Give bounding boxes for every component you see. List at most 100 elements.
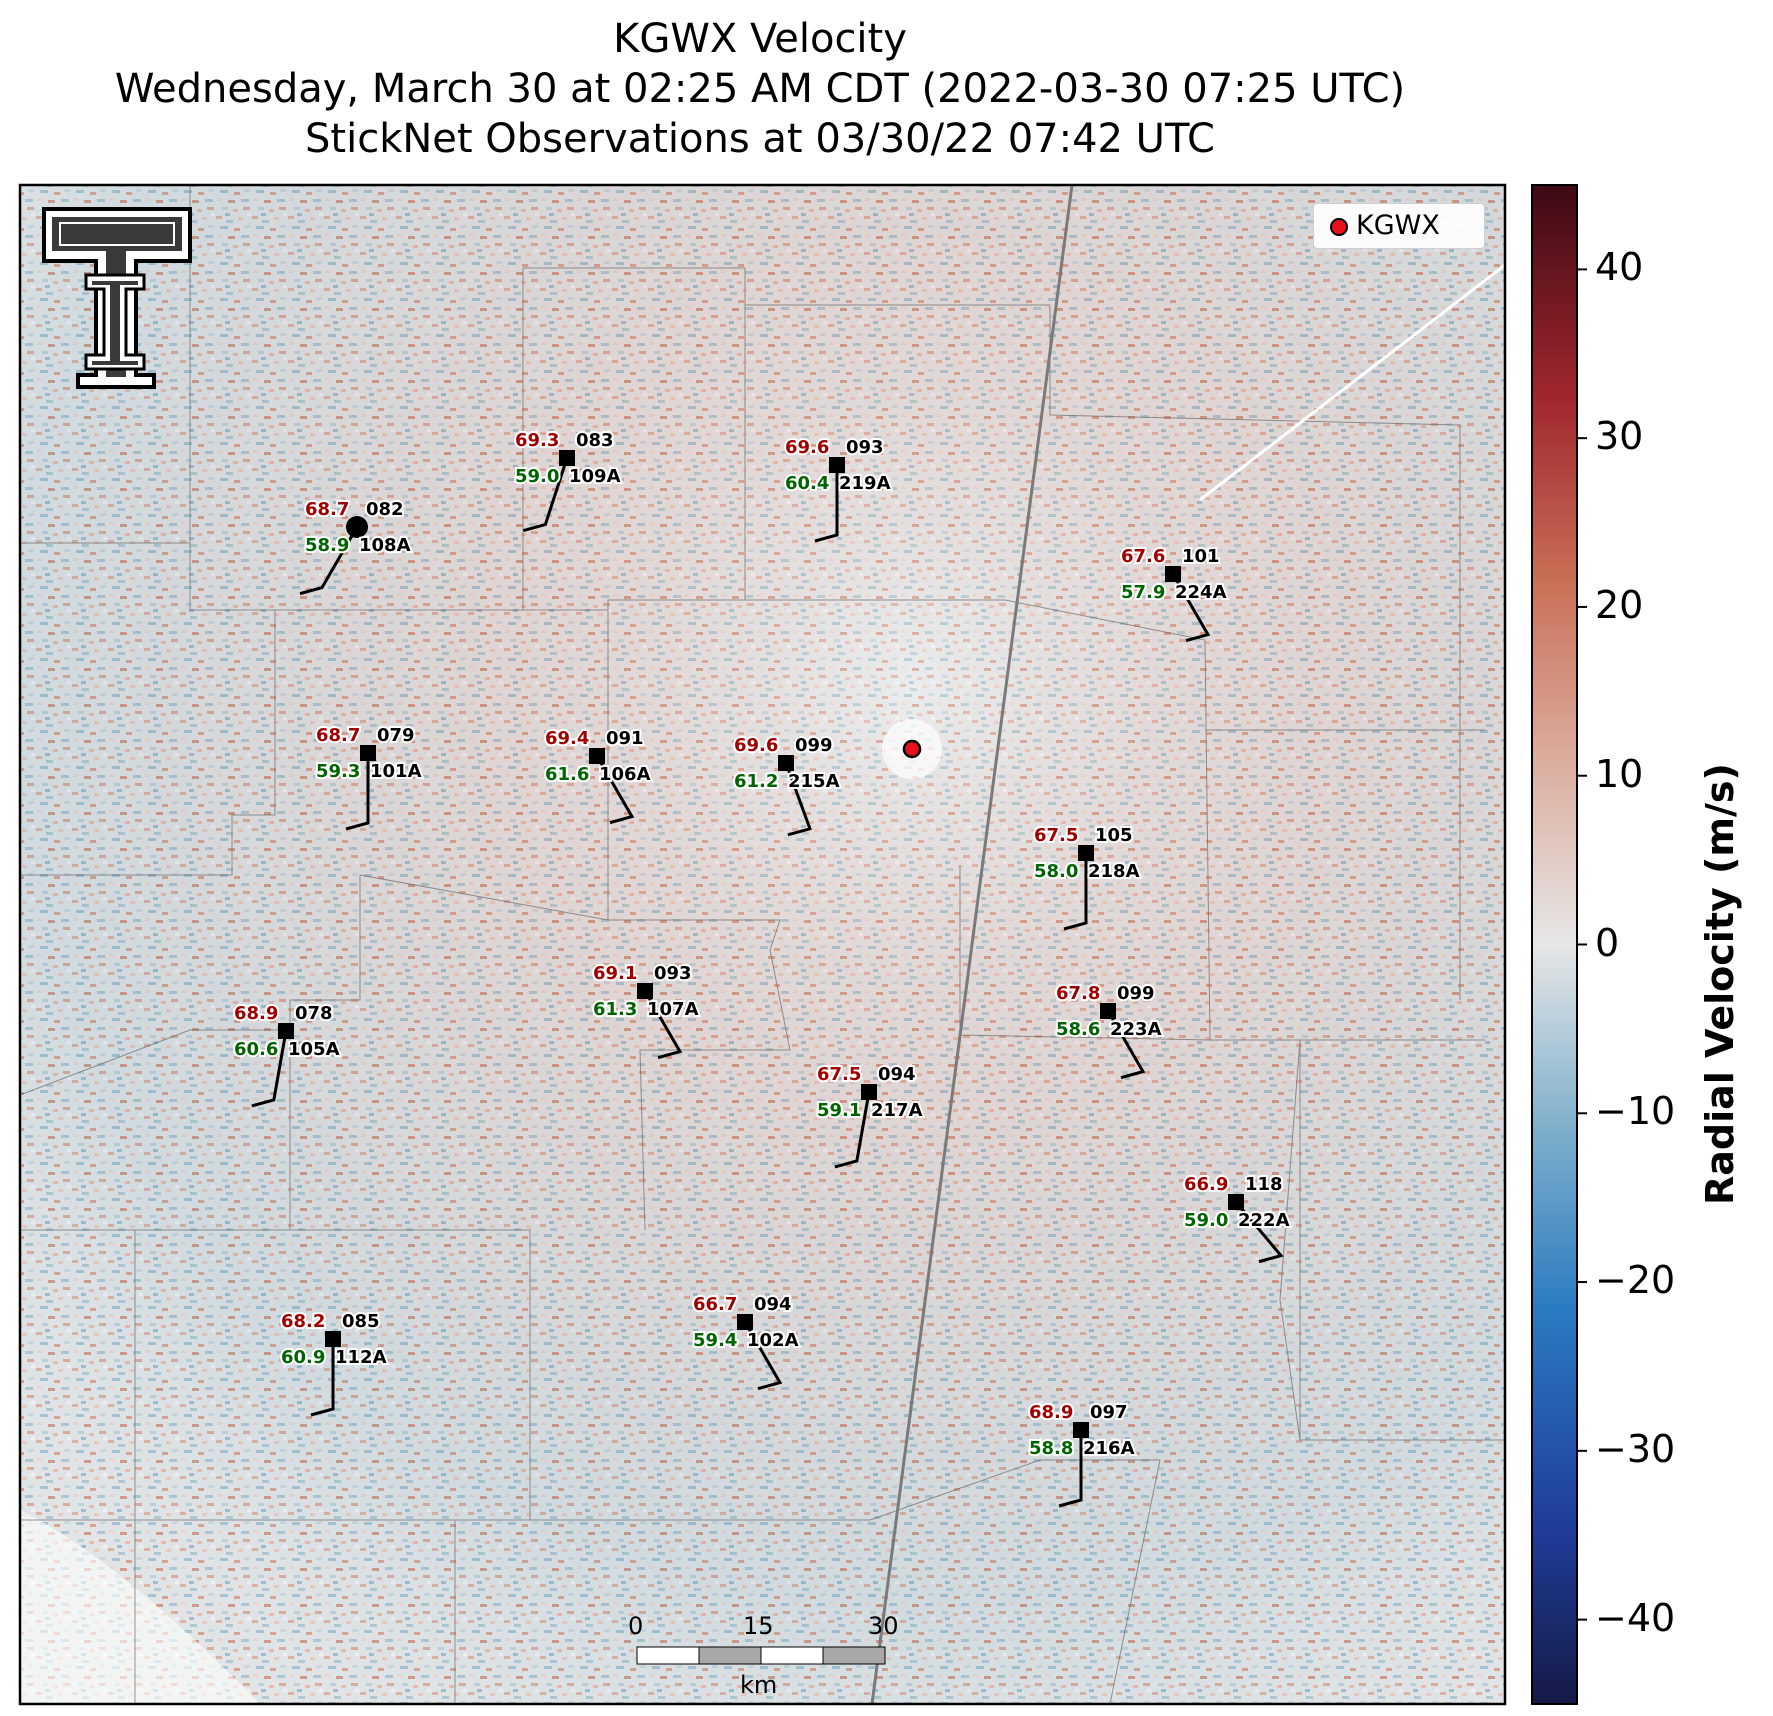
station-112a: 68.2 085 60.9 112A: [279, 1309, 389, 1417]
station-id: 109A: [569, 466, 621, 487]
station-temperature: 66.9: [1184, 1174, 1228, 1195]
station-wind-direction: 099: [1117, 983, 1155, 1004]
station-id: 215A: [788, 771, 840, 792]
wind-barb: [345, 753, 370, 831]
colorbar-tick-label: −40: [1595, 1595, 1676, 1640]
station-101a: 68.7 079 59.3 101A: [314, 723, 424, 831]
station-wind-direction: 105: [1095, 825, 1133, 846]
station-dewpoint: 60.4: [785, 473, 829, 494]
scale-label-15: 15: [743, 1612, 774, 1640]
station-dewpoint: 59.3: [316, 761, 360, 782]
station-marker: [360, 745, 376, 761]
station-dewpoint: 59.4: [693, 1330, 737, 1351]
scale-unit: km: [740, 1671, 778, 1699]
station-105a: 68.9 078 60.6 105A: [232, 1001, 342, 1108]
wind-barb: [595, 755, 635, 825]
station-108a: 68.7 082 58.9 108A: [299, 497, 413, 596]
station-wind-direction: 118: [1245, 1174, 1283, 1195]
station-wind-direction: 094: [754, 1294, 792, 1315]
station-dewpoint: 59.1: [817, 1100, 861, 1121]
station-temperature: 68.7: [305, 499, 349, 520]
station-dewpoint: 58.0: [1034, 861, 1078, 882]
station-109a: 69.3 083 59.0 109A: [513, 428, 623, 533]
station-216a: 68.9 097 58.8 216A: [1027, 1400, 1137, 1508]
station-wind-direction: 093: [654, 963, 692, 984]
station-106a: 69.4 091 61.6 106A: [543, 726, 653, 825]
colorbar-ticks: [1577, 268, 1587, 1621]
map-frame: [18, 183, 1507, 1706]
station-temperature: 69.6: [785, 437, 829, 458]
station-dewpoint: 59.0: [1184, 1210, 1228, 1231]
station-temperature: 66.7: [693, 1294, 737, 1315]
station-id: 224A: [1175, 582, 1227, 603]
station-wind-direction: 078: [295, 1003, 333, 1024]
station-temperature: 68.2: [281, 1311, 325, 1332]
station-marker: [778, 755, 794, 771]
station-marker: [1073, 1422, 1089, 1438]
wind-barb: [814, 465, 839, 543]
station-id: 101A: [370, 761, 422, 782]
wind-barb: [784, 762, 812, 837]
figure-title: KGWX Velocity Wednesday, March 30 at 02:…: [0, 14, 1520, 164]
station-temperature: 68.7: [316, 725, 360, 746]
station-dewpoint: 61.2: [734, 771, 778, 792]
station-223a: 67.8 099 58.6 223A: [1054, 981, 1164, 1080]
colorbar-tick-label: 0: [1595, 920, 1620, 965]
station-215a: 69.6 099 61.2 215A: [732, 733, 842, 837]
station-wind-direction: 093: [846, 437, 884, 458]
station-marker: [737, 1314, 753, 1330]
station-224a: 67.6 101 57.9 224A: [1119, 544, 1229, 643]
station-id: 218A: [1088, 861, 1140, 882]
station-id: 102A: [747, 1330, 799, 1351]
station-wind-direction: 097: [1090, 1402, 1128, 1423]
legend-marker: [1330, 218, 1348, 236]
station-id: 112A: [335, 1347, 387, 1368]
station-temperature: 69.4: [545, 728, 589, 749]
wind-barb: [1058, 1430, 1083, 1508]
wind-barb: [743, 1321, 783, 1391]
station-id: 222A: [1238, 1210, 1290, 1231]
colorbar-tick-label: −20: [1595, 1258, 1676, 1303]
station-id: 219A: [839, 473, 891, 494]
colorbar-tick-label: −10: [1595, 1089, 1676, 1134]
wind-barb: [643, 990, 683, 1060]
colorbar-tick-label: −30: [1595, 1426, 1676, 1471]
station-dewpoint: 58.9: [305, 535, 349, 556]
station-wind-direction: 099: [795, 735, 833, 756]
legend: KGWX: [1313, 203, 1485, 249]
wind-barb: [1171, 573, 1211, 643]
wind-barb: [1106, 1010, 1146, 1080]
station-wind-direction: 094: [878, 1064, 916, 1085]
station-temperature: 67.6: [1121, 546, 1165, 567]
scale-label-30: 30: [868, 1612, 899, 1640]
colorbar-tick-label: 20: [1595, 582, 1644, 627]
station-marker: [325, 1331, 341, 1347]
velocity-field: [20, 185, 1505, 1704]
station-temperature: 67.8: [1056, 983, 1100, 1004]
wind-barb: [834, 1091, 871, 1169]
wind-barb: [299, 526, 359, 596]
title-line-2: Wednesday, March 30 at 02:25 AM CDT (202…: [114, 66, 1406, 112]
station-wind-direction: 082: [366, 499, 404, 520]
station-id: 105A: [288, 1039, 340, 1060]
station-temperature: 68.9: [1029, 1402, 1073, 1423]
station-218a: 67.5 105 58.0 218A: [1032, 823, 1142, 931]
title-line-1: KGWX Velocity: [613, 16, 907, 62]
station-wind-direction: 079: [377, 725, 415, 746]
station-marker: [861, 1084, 877, 1100]
station-temperature: 69.6: [734, 735, 778, 756]
station-marker: [637, 983, 653, 999]
radar-site-kgwx: [902, 739, 922, 759]
station-dewpoint: 58.6: [1056, 1019, 1100, 1040]
station-id: 106A: [599, 764, 651, 785]
colorbar: [1531, 184, 1578, 1705]
station-id: 223A: [1110, 1019, 1162, 1040]
station-dewpoint: 57.9: [1121, 582, 1165, 603]
station-temperature: 67.5: [1034, 825, 1078, 846]
station-dewpoint: 58.8: [1029, 1438, 1073, 1459]
colorbar-tick-label: 40: [1595, 245, 1644, 290]
station-219a: 69.6 093 60.4 219A: [783, 435, 893, 543]
station-marker: [278, 1023, 294, 1039]
station-marker: [1165, 566, 1181, 582]
